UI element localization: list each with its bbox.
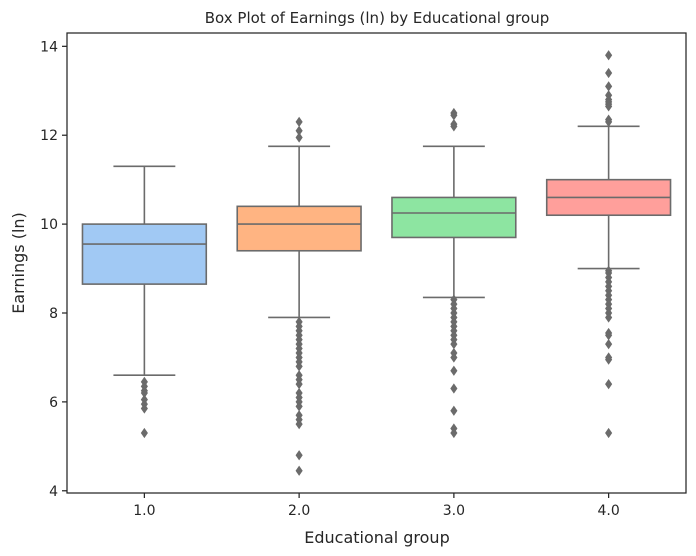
outlier-point [605,116,613,128]
x-tick-label: 3.0 [443,503,465,519]
outlier-point [605,312,613,323]
y-tick-label: 10 [40,217,58,233]
outlier-point [295,450,303,461]
outlier-point [140,427,148,439]
outlier-point [605,50,613,61]
y-axis-label: Earnings (ln) [9,212,28,314]
outlier-point [295,418,303,430]
outlier-point [605,378,613,390]
outlier-point [450,383,458,394]
iqr-box [236,205,362,252]
y-tick-label: 14 [40,39,58,55]
outlier-point [450,405,458,416]
box-group-4.0 [545,50,672,439]
plot-frame [66,32,687,494]
plot-area [81,50,672,476]
box-group-3.0 [391,107,517,439]
box-group-2.0 [236,116,362,476]
outlier-point [450,121,458,132]
x-tick-label: 4.0 [597,503,619,519]
outlier-point [140,403,148,414]
outlier-point [605,427,613,439]
chart-title: Box Plot of Earnings (ln) by Educational… [205,9,549,27]
iqr-box [81,223,208,285]
outlier-point [605,338,613,350]
outlier-point [605,101,613,112]
outlier-point [295,465,303,476]
y-tick-label: 4 [49,484,58,500]
outlier-point [605,81,613,92]
y-axis: 4 6 8 10 12 14 [40,39,67,500]
outlier-point [605,67,613,79]
box-group-1.0 [81,165,208,439]
x-axis-label: Educational group [304,528,449,547]
y-tick-label: 6 [49,395,58,411]
y-tick-label: 8 [49,306,58,322]
outlier-point [450,365,458,376]
outlier-point [605,354,613,365]
x-tick-label: 2.0 [288,503,310,519]
x-axis: 1.0 2.0 3.0 4.0 [133,493,620,519]
outlier-point [295,116,303,128]
x-tick-label: 1.0 [133,503,155,519]
outlier-point [295,132,303,143]
iqr-box [391,196,517,239]
y-tick-label: 12 [40,128,58,144]
outlier-point [450,427,458,439]
outlier-point [450,352,458,363]
